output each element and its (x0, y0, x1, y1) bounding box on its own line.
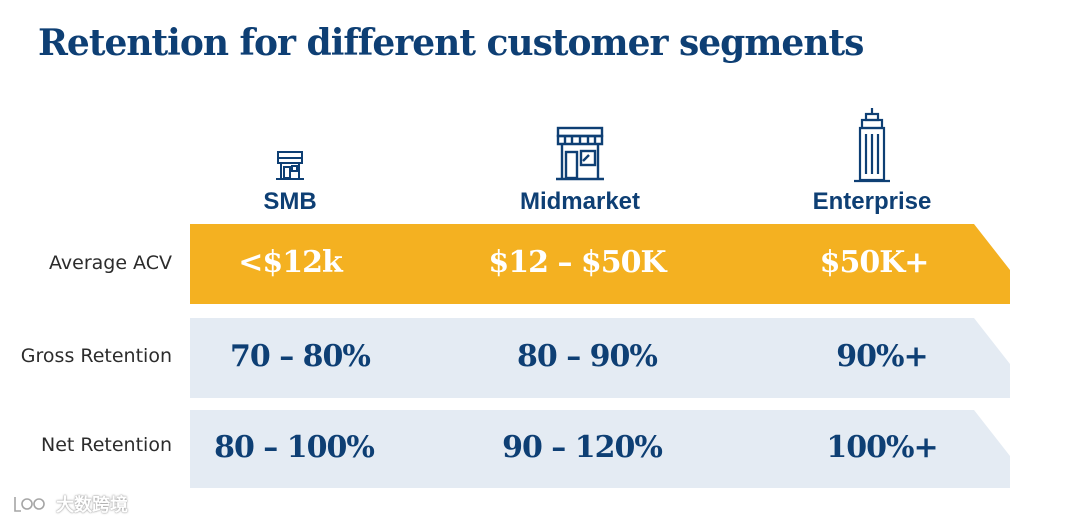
gross-retention-enterprise-value: 90%+ (836, 339, 928, 374)
watermark-text: 大数跨境 (56, 495, 128, 516)
segment-name-enterprise: Enterprise (812, 188, 932, 215)
small-shop-icon (276, 151, 304, 180)
gross-retention-smb-value: 70 – 80% (230, 339, 371, 374)
logo-icon (14, 497, 45, 512)
row-label-average-acv: Average ACV (49, 252, 172, 274)
storefront-icon (556, 126, 604, 181)
skyscraper-icon (854, 108, 890, 183)
net-retention-enterprise-value: 100%+ (826, 430, 938, 465)
segment-smb: SMB (190, 100, 390, 215)
average-acv-band (190, 224, 1010, 304)
acv-midmarket-value: $12 – $50K (488, 245, 666, 280)
net-retention-band (190, 410, 1010, 488)
row-label-gross-retention: Gross Retention (20, 345, 172, 367)
row-label-net-retention: Net Retention (40, 434, 172, 456)
watermark: 大数跨境 (12, 491, 128, 517)
segment-name-smb: SMB (263, 188, 317, 215)
net-retention-smb-value: 80 – 100% (214, 430, 375, 465)
gross-retention-band (190, 318, 1010, 398)
page-title: Retention for different customer segment… (38, 22, 864, 64)
segment-name-midmarket: Midmarket (519, 188, 641, 215)
acv-smb-value: <$12k (238, 245, 343, 280)
acv-enterprise-value: $50K+ (819, 245, 930, 280)
net-retention-midmarket-value: 90 – 120% (502, 430, 663, 465)
segment-enterprise: Enterprise (772, 100, 972, 215)
gross-retention-midmarket-value: 80 – 90% (517, 339, 658, 374)
segment-midmarket: Midmarket (480, 100, 680, 215)
